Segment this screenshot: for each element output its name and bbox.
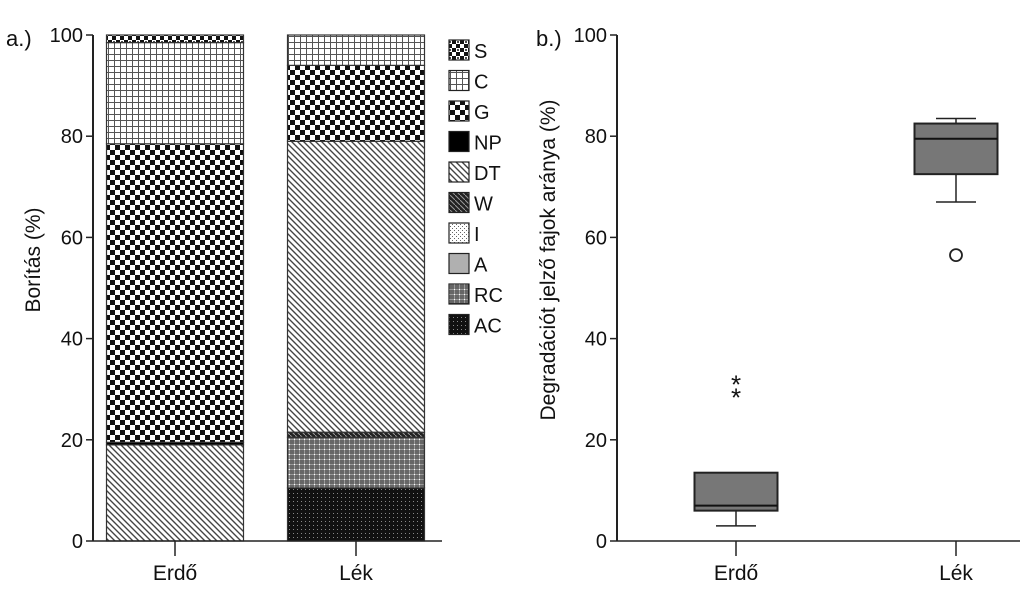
legend-item-a: A <box>448 252 488 277</box>
legend-label-c: C <box>474 72 488 94</box>
legend-item-g: G <box>448 100 490 124</box>
legend-swatch-i <box>448 222 470 244</box>
panel-a-x-ticks: Erdő Lék <box>153 541 373 585</box>
panel-a-legend: SCG NP DT WIA RC AC <box>448 39 503 338</box>
legend-item-np: NP <box>448 130 502 155</box>
y-tick-label-100: 100 <box>50 25 83 47</box>
legend-label-i: I <box>474 224 480 246</box>
y-tick-label-0: 0 <box>72 531 83 553</box>
legend-item-ac: AC <box>448 313 502 338</box>
legend-label-w: W <box>474 194 493 216</box>
x-tick-label-erdo: Erdő <box>153 562 197 585</box>
legend-item-rc: RC <box>448 283 503 307</box>
legend-swatch-g <box>448 100 470 122</box>
bar-segment-erdo-c <box>105 41 245 145</box>
y-tick-label-20: 20 <box>61 430 83 452</box>
panel-a: a.) Borítás (%) 0 20 40 60 80 100 Erdő Lék SCG… <box>6 25 503 585</box>
extreme-marker-erdo-0: * <box>731 382 741 412</box>
panel-b-y-axis-title: Degradációt jelző fajok aránya (%) <box>537 100 560 421</box>
outlier-marker-lek-0 <box>949 248 963 263</box>
legend-swatch-s <box>448 39 470 61</box>
legend-item-i: I <box>448 222 480 246</box>
y-tick-label-40: 40 <box>61 329 83 351</box>
extreme-marker-erdo-1: * <box>731 370 741 400</box>
bar-segment-erdo-g <box>105 143 245 443</box>
b-x-tick-label-lek: Lék <box>939 562 973 585</box>
legend-swatch-ac <box>448 313 470 336</box>
legend-label-dt: DT <box>474 163 501 185</box>
box-body-erdo <box>693 471 779 512</box>
box-erdo: ** <box>693 370 779 527</box>
legend-label-np: NP <box>474 133 502 155</box>
b-x-tick-label-erdo: Erdő <box>714 562 758 585</box>
panel-a-bars <box>105 34 426 542</box>
bar-segment-lek-w <box>286 431 426 438</box>
bar-segment-erdo-s <box>105 34 245 44</box>
b-y-tick-label-40: 40 <box>585 329 607 351</box>
b-y-tick-label-100: 100 <box>574 25 607 47</box>
bar-segment-lek-rc <box>286 436 426 489</box>
legend-label-g: G <box>474 102 490 124</box>
bar-segment-lek-ac <box>286 487 426 542</box>
box-body-lek <box>913 122 999 176</box>
legend-item-w: W <box>448 191 493 216</box>
bar-segment-erdo-dt <box>105 444 245 542</box>
bar-segment-lek-c <box>286 34 426 66</box>
b-y-tick-label-80: 80 <box>585 126 607 148</box>
legend-swatch-a <box>448 252 470 275</box>
y-tick-label-60: 60 <box>61 227 83 249</box>
bar-segment-lek-g <box>286 64 426 142</box>
legend-swatch-c <box>448 69 470 92</box>
legend-swatch-np <box>448 130 470 153</box>
legend-label-s: S <box>474 41 487 63</box>
panel-b-y-ticks: 0 20 40 60 80 100 <box>574 25 617 553</box>
legend-item-dt: DT <box>448 161 501 185</box>
panel-a-label: a.) <box>6 26 32 51</box>
legend-label-a: A <box>474 255 488 277</box>
y-tick-label-80: 80 <box>61 126 83 148</box>
panel-a-y-axis-title: Borítás (%) <box>22 207 45 312</box>
x-tick-label-lek: Lék <box>339 562 373 585</box>
b-y-tick-label-60: 60 <box>585 227 607 249</box>
b-y-tick-label-20: 20 <box>585 430 607 452</box>
legend-label-rc: RC <box>474 285 503 307</box>
panel-a-y-ticks: 0 20 40 60 80 100 <box>50 25 93 553</box>
legend-swatch-rc <box>448 283 470 305</box>
b-y-tick-label-0: 0 <box>596 531 607 553</box>
bar-segment-lek-dt <box>286 140 426 433</box>
panel-b: b.) Degradációt jelző fajok aránya (%) 0… <box>536 25 1020 585</box>
legend-swatch-dt <box>448 161 470 183</box>
legend-item-c: C <box>448 69 488 94</box>
panel-b-label: b.) <box>536 26 562 51</box>
legend-item-s: S <box>448 39 487 63</box>
panel-b-x-ticks: Erdő Lék <box>714 541 973 585</box>
box-lek <box>913 117 999 263</box>
legend-label-ac: AC <box>474 316 502 338</box>
legend-swatch-w <box>448 191 470 214</box>
panel-b-boxes: ** <box>693 117 999 527</box>
